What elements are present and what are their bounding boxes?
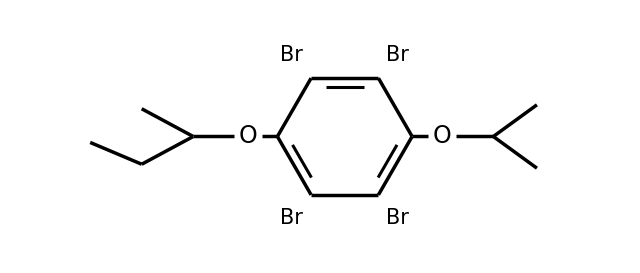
Text: O: O: [433, 124, 451, 149]
Text: O: O: [238, 124, 257, 149]
Text: Br: Br: [387, 45, 409, 65]
Text: Br: Br: [387, 208, 409, 228]
Text: Br: Br: [280, 208, 303, 228]
Text: Br: Br: [280, 45, 303, 65]
